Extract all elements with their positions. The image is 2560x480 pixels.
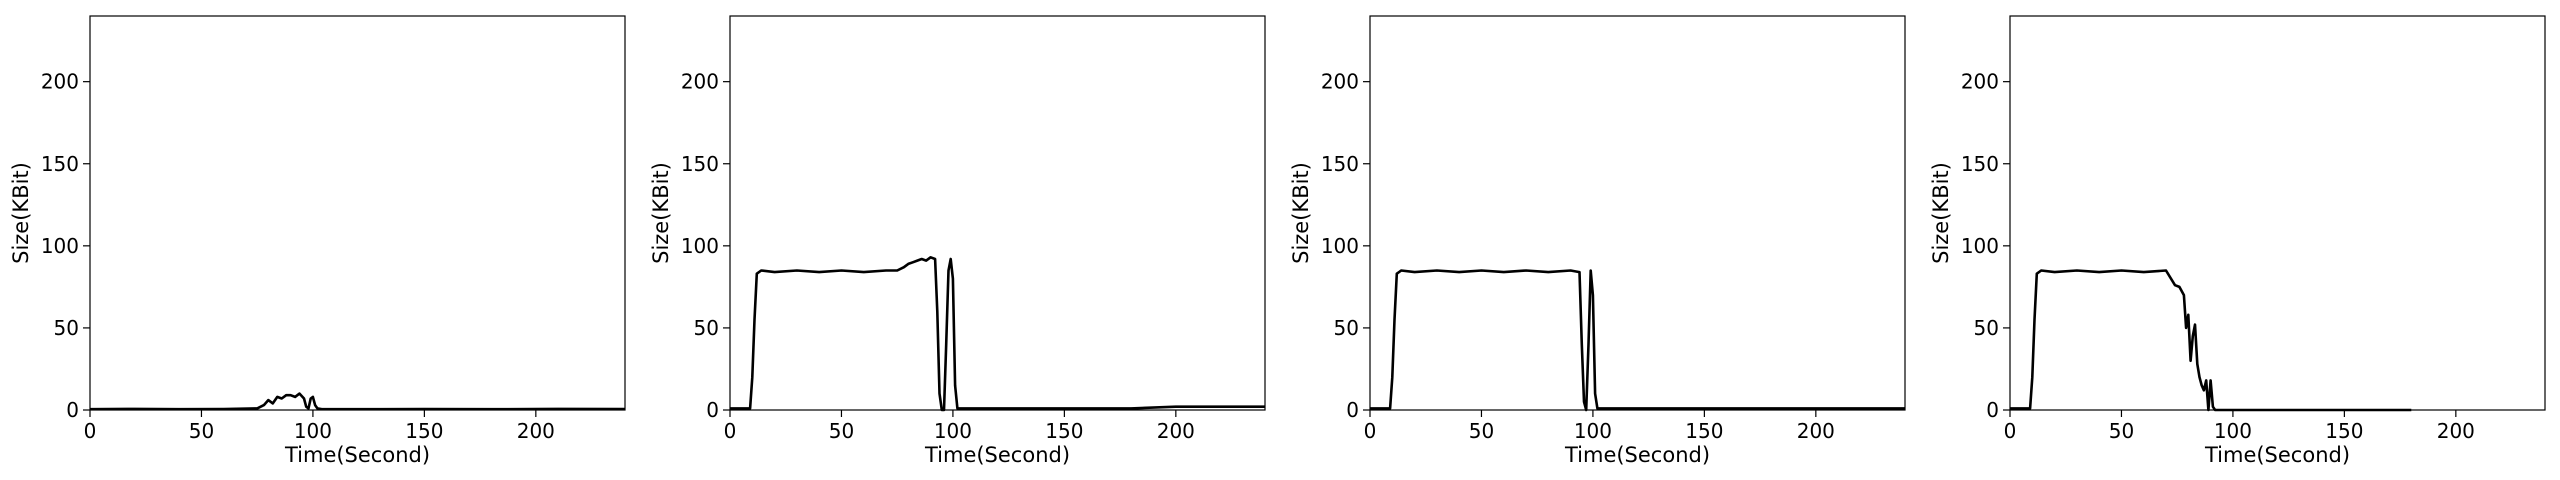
x-tick-label: 200 (517, 419, 555, 443)
x-tick-label: 50 (2109, 419, 2134, 443)
y-tick-label: 0 (1346, 398, 1359, 422)
x-tick-label: 0 (1364, 419, 1377, 443)
y-tick-label: 50 (1334, 316, 1359, 340)
y-tick-label: 150 (681, 152, 719, 176)
x-axis-label: Time(Second) (924, 443, 1070, 467)
plot-frame (1369, 15, 1906, 411)
y-tick-label: 200 (1961, 70, 1999, 94)
x-tick-label: 0 (84, 419, 97, 443)
y-tick-label: 50 (54, 316, 79, 340)
x-tick-label: 200 (1797, 419, 1835, 443)
series-line-1 (730, 256, 1265, 412)
series-line-1 (89, 392, 626, 411)
y-axis-label: Size(KBit) (1289, 162, 1313, 264)
x-tick-label: 50 (829, 419, 854, 443)
x-tick-label: 150 (405, 419, 443, 443)
x-tick-label: 100 (1574, 419, 1612, 443)
x-axis-label: Time(Second) (1564, 443, 1710, 467)
x-tick-label: 0 (2004, 419, 2017, 443)
y-tick-label: 150 (1961, 152, 1999, 176)
y-tick-label: 200 (1321, 70, 1359, 94)
x-axis-label: Time(Second) (2204, 443, 2350, 467)
y-tick-label: 0 (66, 398, 79, 422)
chart-panel-1: 0 50 100 150 200 0 50 100 150 200 Time(Second) Size… (9, 15, 626, 467)
x-tick-label: 200 (2437, 419, 2475, 443)
y-tick-label: 50 (1974, 316, 1999, 340)
y-tick-label: 100 (681, 234, 719, 258)
chart-panel-2: 0 50 100 150 200 0 50 100 150 200 Time(Second) Size… (649, 15, 1266, 467)
y-tick-label: 200 (41, 70, 79, 94)
y-tick-label: 100 (41, 234, 79, 258)
y-tick-label: 0 (706, 398, 719, 422)
y-axis-label: Size(KBit) (1929, 162, 1953, 264)
x-tick-label: 100 (294, 419, 332, 443)
plot-frame (729, 15, 1266, 411)
y-axis-label: Size(KBit) (649, 162, 673, 264)
x-tick-label: 0 (724, 419, 737, 443)
x-axis-label: Time(Second) (284, 443, 430, 467)
chart-panel-4: 0 50 100 150 200 0 50 100 150 200 Time(Second) Size… (1929, 15, 2546, 467)
y-tick-label: 150 (1321, 152, 1359, 176)
x-tick-label: 150 (1045, 419, 1083, 443)
x-tick-label: 200 (1157, 419, 1195, 443)
y-tick-label: 50 (694, 316, 719, 340)
x-tick-label: 50 (189, 419, 214, 443)
series-line-1 (2010, 269, 2412, 412)
plot-frame (2009, 15, 2546, 411)
y-tick-label: 150 (41, 152, 79, 176)
x-tick-label: 100 (2214, 419, 2252, 443)
y-tick-label: 200 (681, 70, 719, 94)
series-line-1 (1370, 269, 1905, 412)
y-tick-label: 100 (1961, 234, 1999, 258)
chart-panel-3: 0 50 100 150 200 0 50 100 150 200 Time(Second) Size… (1289, 15, 1906, 467)
x-tick-label: 100 (934, 419, 972, 443)
x-tick-label: 150 (2325, 419, 2363, 443)
plot-frame (89, 15, 626, 411)
y-tick-label: 100 (1321, 234, 1359, 258)
y-tick-label: 0 (1986, 398, 1999, 422)
x-tick-label: 150 (1685, 419, 1723, 443)
x-tick-label: 50 (1469, 419, 1494, 443)
y-axis-label: Size(KBit) (9, 162, 33, 264)
